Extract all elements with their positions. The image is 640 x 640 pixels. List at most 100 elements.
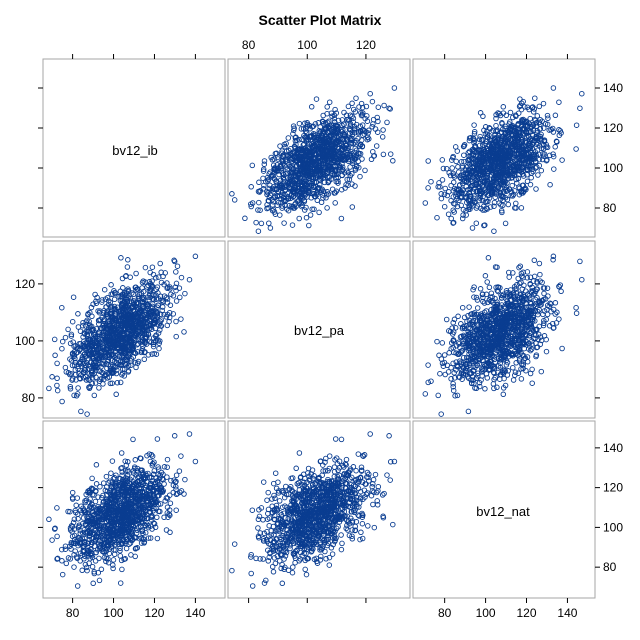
data-point xyxy=(54,382,60,389)
data-point xyxy=(552,300,559,306)
data-point xyxy=(519,165,526,171)
data-point xyxy=(522,119,528,126)
data-point xyxy=(493,112,499,118)
data-point xyxy=(310,174,317,181)
data-point xyxy=(67,356,73,362)
data-point xyxy=(72,367,79,373)
data-point xyxy=(471,198,478,205)
data-point xyxy=(471,138,478,144)
data-point xyxy=(320,188,327,195)
data-point xyxy=(260,175,266,182)
data-point xyxy=(353,121,360,128)
data-point xyxy=(337,163,343,169)
data-point xyxy=(499,120,505,126)
data-point xyxy=(319,148,325,154)
data-point xyxy=(156,345,162,352)
data-point xyxy=(479,197,486,204)
data-point xyxy=(535,137,541,144)
data-point xyxy=(356,104,362,110)
data-point xyxy=(491,385,497,392)
data-point xyxy=(428,178,434,185)
data-point xyxy=(360,132,366,139)
data-point xyxy=(529,380,535,386)
chart-title: Scatter Plot Matrix xyxy=(259,12,382,28)
data-point xyxy=(461,178,467,185)
data-point xyxy=(523,119,530,125)
data-point xyxy=(272,194,278,201)
data-point xyxy=(280,174,287,181)
data-point xyxy=(534,113,541,119)
data-point xyxy=(533,159,539,166)
data-point xyxy=(296,120,303,127)
data-point xyxy=(157,327,163,333)
data-point xyxy=(99,299,105,305)
data-point xyxy=(316,209,322,216)
data-point xyxy=(325,135,331,142)
data-point xyxy=(68,333,75,339)
data-point xyxy=(303,172,309,179)
data-point xyxy=(524,178,531,185)
data-point xyxy=(538,368,545,375)
data-point xyxy=(540,100,547,107)
data-point xyxy=(500,168,506,174)
data-point xyxy=(275,165,281,172)
data-point xyxy=(284,166,290,173)
data-point xyxy=(261,182,267,189)
data-point xyxy=(543,141,549,148)
data-point xyxy=(316,181,323,188)
data-point xyxy=(248,203,254,210)
cell-frame-bv12_nat-bv12_pa xyxy=(227,420,411,599)
data-point xyxy=(501,375,507,382)
data-point xyxy=(309,141,315,147)
data-point xyxy=(518,160,525,166)
data-point xyxy=(559,345,565,352)
data-point xyxy=(307,134,314,140)
data-point xyxy=(504,158,511,165)
data-point xyxy=(346,125,353,132)
data-point xyxy=(323,191,330,198)
data-point xyxy=(357,128,364,134)
data-point xyxy=(541,138,548,145)
data-point xyxy=(335,145,342,152)
data-point xyxy=(320,119,326,125)
data-point xyxy=(137,338,144,345)
data-point xyxy=(497,376,503,382)
data-point xyxy=(260,168,267,174)
data-point xyxy=(550,151,556,157)
data-point xyxy=(484,206,490,212)
data-point xyxy=(497,178,503,184)
data-point xyxy=(536,151,542,158)
data-point xyxy=(322,157,328,164)
data-point xyxy=(173,298,180,304)
data-point xyxy=(343,112,350,119)
data-point xyxy=(517,132,524,139)
data-point xyxy=(513,200,519,207)
data-point xyxy=(515,175,522,182)
data-point xyxy=(450,220,456,226)
data-point xyxy=(384,119,390,126)
data-point xyxy=(173,280,180,287)
data-point xyxy=(59,398,65,405)
data-point xyxy=(514,164,520,170)
data-point xyxy=(345,169,352,176)
data-point xyxy=(75,324,82,330)
data-point xyxy=(438,195,445,202)
data-point xyxy=(447,172,454,179)
scatter-cell-bv12_nat-vs-bv12_ib xyxy=(46,431,199,589)
data-point xyxy=(341,145,348,151)
data-point xyxy=(271,175,277,182)
data-point xyxy=(493,122,499,129)
data-point xyxy=(369,98,376,105)
data-point xyxy=(272,211,279,217)
data-point xyxy=(537,121,543,127)
data-point xyxy=(144,294,151,300)
data-point xyxy=(552,112,559,119)
data-point xyxy=(281,220,287,226)
data-point xyxy=(495,143,502,150)
data-point xyxy=(445,211,452,217)
data-point xyxy=(449,165,455,171)
data-point xyxy=(341,132,347,139)
cell-frame-bv12_pa-bv12_nat xyxy=(412,240,596,419)
data-point xyxy=(450,154,456,161)
